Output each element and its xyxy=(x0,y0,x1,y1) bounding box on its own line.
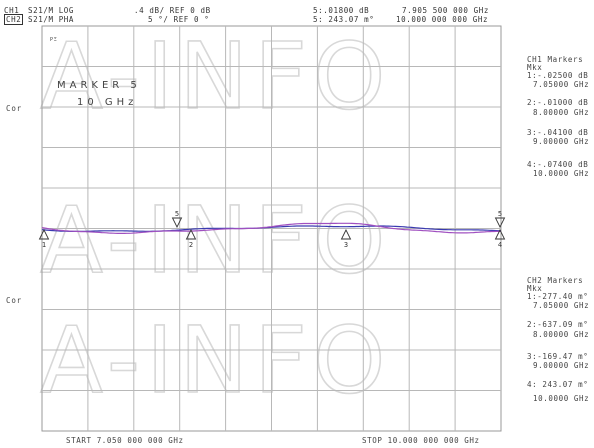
ch1-marker-3-freq: 9.00000 GHz xyxy=(533,137,590,146)
ch1-active-marker: 5:.01800 dB xyxy=(313,6,370,15)
watermark: A-INFO A-INFO A-INFO xyxy=(39,22,391,415)
ch2-format: S21/M PHA xyxy=(28,15,75,24)
ch2-scale: 5 °/ REF 0 ° xyxy=(148,15,210,24)
cor-label-bottom: Cor xyxy=(6,296,22,305)
ch2-label-box[interactable]: CH2 xyxy=(4,14,24,25)
ch1-markers-subtitle: Mkx xyxy=(527,63,543,72)
ch1-markers-title: CH1 Markers xyxy=(527,55,584,64)
ch1-marker-3-value: 3:-.04100 dB xyxy=(527,128,589,137)
ch2-markers-subtitle: Mkx xyxy=(527,284,543,293)
marker-number: 5 xyxy=(498,210,502,218)
ch2-marker-1-value: 1:-277.40 m° xyxy=(527,292,589,301)
ch2-markers-title: CH2 Markers xyxy=(527,276,584,285)
marker-triangle[interactable] xyxy=(185,228,197,240)
ch1-marker-2-value: 2:-.01000 dB xyxy=(527,98,589,107)
ch2-label[interactable]: CH2 xyxy=(4,14,24,25)
marker-number: 4 xyxy=(498,241,502,249)
ch2-marker-3-value: 3:-169.47 m° xyxy=(527,352,589,361)
ch1-marker-1-freq: 7.05000 GHz xyxy=(533,80,590,89)
ch2-marker-freq: 10.000 000 000 GHz xyxy=(396,15,489,24)
ch2-active-marker: 5: 243.07 m° xyxy=(313,15,375,24)
ch1-marker-2-freq: 8.00000 GHz xyxy=(533,108,590,117)
ch2-marker-4-value: 4: 243.07 m° xyxy=(527,380,589,389)
markers: 1 2 3 4 5 5 xyxy=(38,210,506,249)
ch1-scale: .4 dB/ REF 0 dB xyxy=(134,6,211,15)
marker-number: 3 xyxy=(344,241,348,249)
start-frequency: START 7.050 000 000 GHz xyxy=(66,436,184,445)
watermark-text: A-INFO xyxy=(40,187,391,294)
ch2-marker-1-freq: 7.05000 GHz xyxy=(533,301,590,310)
marker-readout-freq: 10 GHz xyxy=(77,97,138,108)
traces xyxy=(41,222,502,234)
marker-triangle[interactable] xyxy=(494,217,506,229)
ch2-marker-4-freq: 10.0000 GHz xyxy=(533,394,590,403)
ch2-trace xyxy=(41,222,501,234)
watermark-text: A-INFO xyxy=(40,23,391,130)
ch1-marker-4-value: 4:-.07400 dB xyxy=(527,160,589,169)
ch2-marker-2-freq: 8.00000 GHz xyxy=(533,330,590,339)
marker-readout-title: MARKER 5 xyxy=(57,80,141,91)
ch1-label[interactable]: CH1 xyxy=(4,6,20,15)
marker-number: 2 xyxy=(189,241,193,249)
ch1-marker-4-freq: 10.0000 GHz xyxy=(533,169,590,178)
ch1-format: S21/M LOG xyxy=(28,6,75,15)
marker-triangle[interactable] xyxy=(340,228,352,240)
marker-number: 1 xyxy=(42,241,46,249)
marker-triangle[interactable] xyxy=(171,217,183,229)
ch1-marker-freq: 7.905 500 000 GHz xyxy=(402,6,489,15)
ch2-marker-3-freq: 9.00000 GHz xyxy=(533,361,590,370)
marker-number: 5 xyxy=(175,210,179,218)
marker-triangle[interactable] xyxy=(38,228,50,240)
ch2-marker-2-value: 2:-637.09 m° xyxy=(527,320,589,329)
watermark-text: A-INFO xyxy=(40,307,391,414)
px-tag: PΞ xyxy=(50,37,58,43)
ch1-marker-1-value: 1:-.02500 dB xyxy=(527,71,589,80)
cor-label-top: Cor xyxy=(6,104,22,113)
marker-triangle[interactable] xyxy=(494,228,506,240)
stop-frequency: STOP 10.000 000 000 GHz xyxy=(362,436,480,445)
